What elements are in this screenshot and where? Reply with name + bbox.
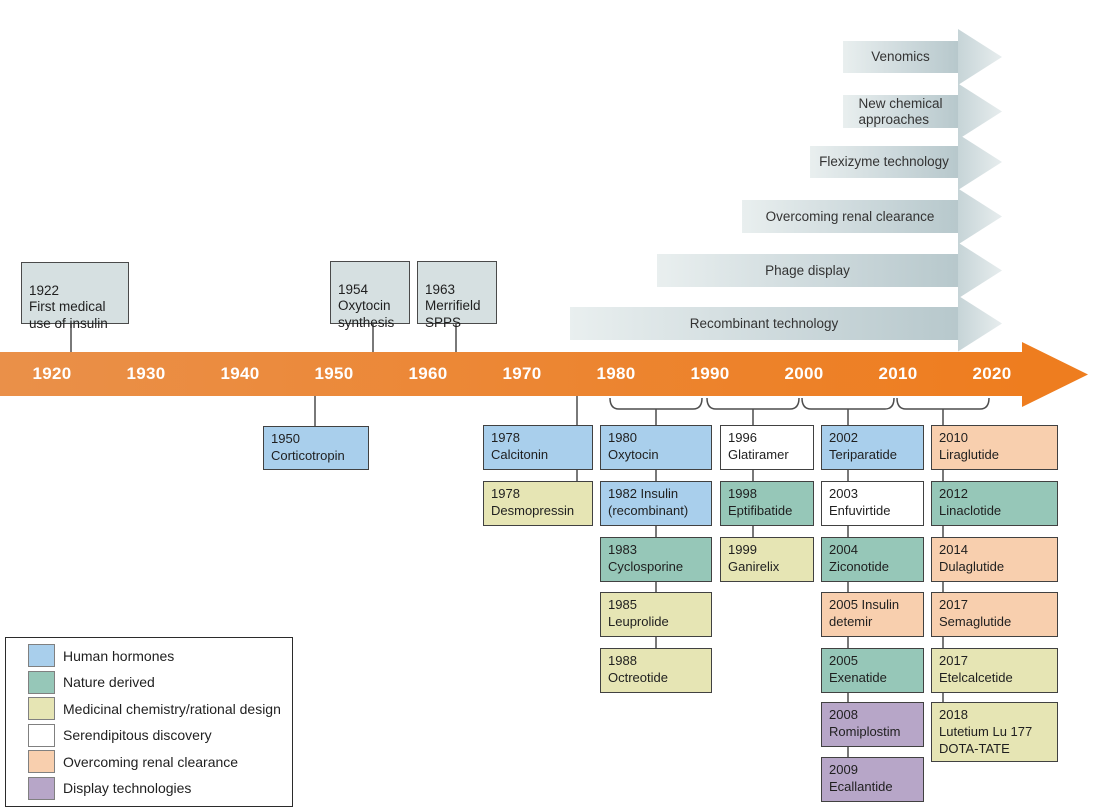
banner-label: New chemical approaches [858, 96, 943, 127]
banner-new-chemical-approaches: New chemical approaches [843, 83, 1002, 140]
banner-arrowhead-icon [958, 29, 1002, 85]
drug-box: 1998 Eptifibatide [720, 481, 814, 526]
legend-swatch [28, 670, 55, 694]
drug-box: 1978 Desmopressin [483, 481, 593, 526]
banner-venomics: Venomics [843, 29, 1002, 85]
milestone-box-1954-oxytocin-synthesis: 1954 Oxytocin synthesis [330, 261, 410, 330]
legend-item-display-technologies: Display technologies [28, 776, 288, 801]
decade-label: 1930 [126, 364, 166, 383]
banner-arrowhead-icon [958, 295, 1002, 352]
drug-box: 2017 Etelcalcetide [931, 648, 1058, 693]
legend-swatch [28, 723, 55, 747]
banner-arrowhead-icon [958, 83, 1002, 140]
drug-box: 2014 Dulaglutide [931, 537, 1058, 582]
legend-label: Medicinal chemistry/rational design [63, 700, 281, 717]
legend-label: Overcoming renal clearance [63, 753, 239, 770]
banner-phage-display: Phage display [657, 242, 1002, 299]
legend-swatch [28, 776, 55, 800]
legend-item-serendipitous-discovery: Serendipitous discovery [28, 723, 288, 748]
drug-box: 1983 Cyclosporine [600, 537, 712, 582]
legend-item-human-hormones: Human hormones [28, 643, 288, 668]
legend-swatch [28, 644, 55, 668]
banner-label: Flexizyme technology [819, 154, 949, 170]
milestone-box-1922-insulin: 1922 First medical use of insulin [21, 262, 129, 331]
decade-label: 1990 [690, 364, 730, 383]
legend-item-medicinal-chemistry: Medicinal chemistry/rational design [28, 696, 288, 721]
legend-label: Display technologies [63, 780, 192, 797]
drug-box: 2002 Teriparatide [821, 425, 924, 470]
drug-box: 2010 Liraglutide [931, 425, 1058, 470]
legend-label: Serendipitous discovery [63, 727, 212, 744]
drug-box: 1985 Leuprolide [600, 592, 712, 637]
milestone-box-1963-merrifield-spps: 1963 Merrifield SPPS [417, 261, 497, 330]
milestone-label: 1963 Merrifield SPPS [425, 281, 481, 330]
banner-arrowhead-icon [958, 134, 1002, 190]
banner-overcoming-renal-clearance: Overcoming renal clearance [742, 188, 1002, 245]
legend-swatch [28, 697, 55, 721]
legend-item-overcoming-renal-clearance: Overcoming renal clearance [28, 749, 288, 774]
legend-label: Nature derived [63, 674, 155, 691]
drug-box: 1988 Octreotide [600, 648, 712, 693]
drug-box: 2004 Ziconotide [821, 537, 924, 582]
drug-box: 2003 Enfuvirtide [821, 481, 924, 526]
banner-recombinant-technology: Recombinant technology [570, 295, 1002, 352]
legend-item-nature-derived: Nature derived [28, 670, 288, 695]
banner-flexizyme-technology: Flexizyme technology [810, 134, 1002, 190]
milestone-label: 1922 First medical use of insulin [29, 282, 108, 331]
drug-box: 2009 Ecallantide [821, 757, 924, 802]
decade-label: 2020 [972, 364, 1012, 383]
decade-label: 1920 [32, 364, 72, 383]
legend-label: Human hormones [63, 647, 175, 664]
drug-box: 1999 Ganirelix [720, 537, 814, 582]
drug-box: 1950 Corticotropin [263, 426, 369, 470]
milestone-label: 1954 Oxytocin synthesis [338, 281, 395, 330]
banner-label: Recombinant technology [689, 315, 839, 331]
drug-box: 2008 Romiplostim [821, 702, 924, 747]
banner-label: Overcoming renal clearance [765, 208, 935, 224]
drug-box: 2018 Lutetium Lu 177 DOTA-TATE [931, 702, 1058, 762]
banner-label: Phage display [765, 262, 850, 278]
decade-label: 1950 [314, 364, 354, 383]
decade-label: 2000 [784, 364, 824, 383]
decade-label: 1960 [408, 364, 448, 383]
drug-box: 2005 Exenatide [821, 648, 924, 693]
drug-box: 2005 Insulin detemir [821, 592, 924, 637]
drug-box: 2012 Linaclotide [931, 481, 1058, 526]
drug-box: 1996 Glatiramer [720, 425, 814, 470]
banner-label: Venomics [871, 49, 930, 65]
legend: Human hormones Nature derived Medicinal … [5, 637, 293, 807]
drug-box: 1978 Calcitonin [483, 425, 593, 470]
banner-arrowhead-icon [958, 188, 1002, 245]
decade-label: 1970 [502, 364, 542, 383]
legend-swatch [28, 750, 55, 774]
decade-label: 2010 [878, 364, 918, 383]
decade-label: 1980 [596, 364, 636, 383]
drug-box: 2017 Semaglutide [931, 592, 1058, 637]
timeline-arrowhead-icon [1022, 342, 1088, 407]
drug-box: 1980 Oxytocin [600, 425, 712, 470]
drug-box: 1982 Insulin (recombinant) [600, 481, 712, 526]
banner-arrowhead-icon [958, 242, 1002, 299]
decade-label: 1940 [220, 364, 260, 383]
